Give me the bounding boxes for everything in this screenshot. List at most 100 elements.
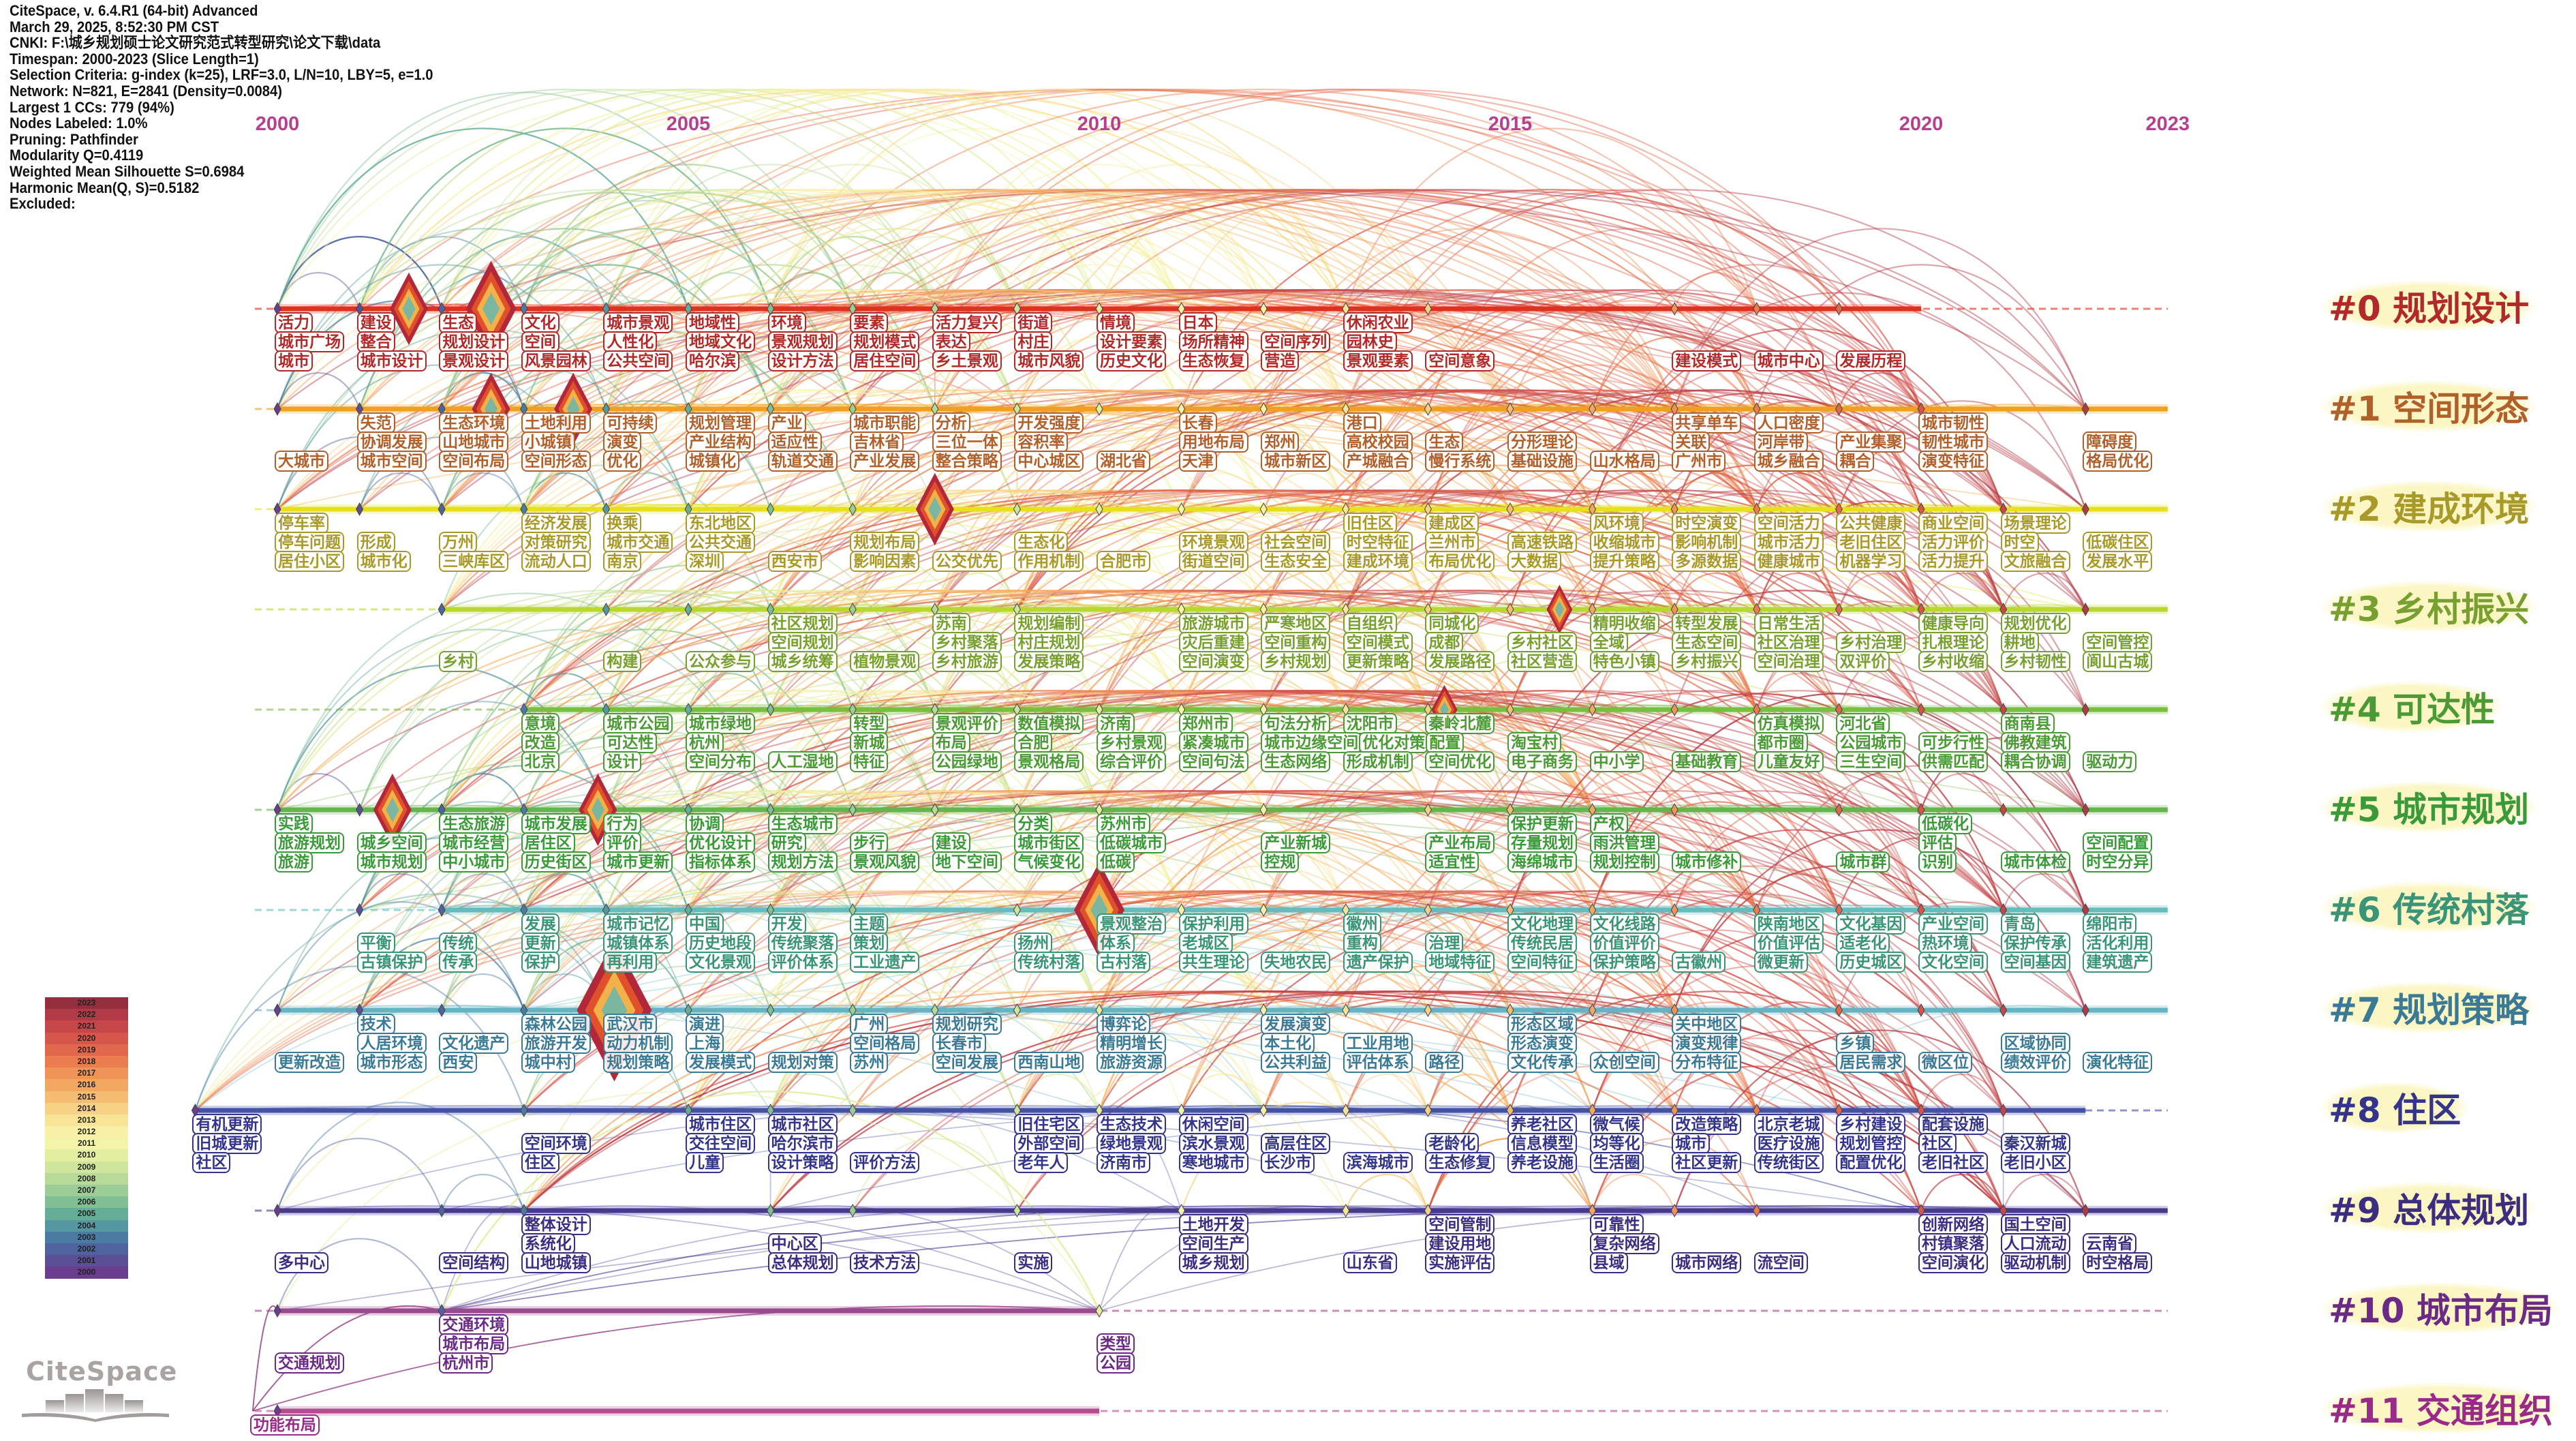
keyword-label[interactable]: 技术 bbox=[356, 1014, 395, 1035]
keyword-label[interactable]: 空间 bbox=[521, 331, 559, 352]
keyword-label[interactable]: 老旧住区 bbox=[1836, 532, 1906, 553]
keyword-label[interactable]: 人居环境 bbox=[356, 1033, 427, 1054]
keyword-label[interactable]: 失地农民 bbox=[1261, 952, 1331, 973]
keyword-label[interactable]: 微更新 bbox=[1753, 952, 1808, 973]
keyword-label[interactable]: 公共健康 bbox=[1836, 513, 1906, 534]
keyword-label[interactable]: 空间演变 bbox=[1178, 651, 1248, 672]
keyword-label[interactable]: 建筑遗产 bbox=[2083, 952, 2153, 973]
keyword-label[interactable]: 双评价 bbox=[1836, 651, 1890, 672]
keyword-label[interactable]: 耦合 bbox=[1836, 451, 1875, 472]
keyword-label[interactable]: 交往空间 bbox=[686, 1133, 755, 1154]
keyword-label[interactable]: 演变特征 bbox=[1918, 451, 1988, 472]
keyword-label[interactable]: 协调发展 bbox=[356, 431, 427, 453]
keyword-label[interactable]: 古镇保护 bbox=[356, 952, 427, 973]
keyword-label[interactable]: 城市绿地 bbox=[686, 713, 755, 734]
keyword-label[interactable]: 空间管控 bbox=[2083, 632, 2153, 653]
keyword-label[interactable]: 保护策略 bbox=[1589, 952, 1659, 973]
keyword-label[interactable]: 灾后重建 bbox=[1178, 632, 1248, 653]
keyword-label[interactable]: 意境 bbox=[521, 713, 559, 734]
keyword-label[interactable]: 生活圈 bbox=[1589, 1152, 1644, 1173]
keyword-label[interactable]: 日本 bbox=[1178, 312, 1217, 333]
keyword-label[interactable]: 扬州 bbox=[1014, 932, 1053, 954]
keyword-label[interactable]: 保护传承 bbox=[2000, 932, 2070, 954]
keyword-label[interactable]: 城乡空间 bbox=[356, 832, 427, 853]
keyword-label[interactable]: 形态演变 bbox=[1507, 1033, 1577, 1054]
cluster-name-label[interactable]: #1 空间形态 bbox=[2320, 380, 2538, 432]
keyword-label[interactable]: 用地布局 bbox=[1178, 431, 1248, 453]
keyword-label[interactable]: 发展演变 bbox=[1261, 1014, 1331, 1035]
keyword-label[interactable]: 地域特征 bbox=[1425, 952, 1495, 973]
keyword-label[interactable]: 紧凑城市 bbox=[1178, 732, 1248, 753]
keyword-label[interactable]: 要素 bbox=[850, 312, 889, 333]
keyword-label[interactable]: 历史地段 bbox=[686, 932, 755, 954]
keyword-label[interactable]: 中小城市 bbox=[439, 851, 509, 873]
keyword-label[interactable]: 类型 bbox=[1097, 1333, 1135, 1354]
keyword-label[interactable]: 韧性城市 bbox=[1918, 431, 1988, 453]
keyword-label[interactable]: 山地城市 bbox=[439, 431, 509, 453]
keyword-label[interactable]: 协调 bbox=[686, 813, 724, 834]
keyword-label[interactable]: 时空特征 bbox=[1343, 532, 1413, 553]
keyword-label[interactable]: 演化特征 bbox=[2083, 1052, 2153, 1073]
keyword-label[interactable]: 长沙市 bbox=[1261, 1152, 1315, 1173]
keyword-label[interactable]: 街道空间 bbox=[1178, 551, 1248, 572]
keyword-label[interactable]: 热环境 bbox=[1918, 932, 1972, 954]
keyword-label[interactable]: 兰州市 bbox=[1425, 532, 1479, 553]
keyword-label[interactable]: 社区 bbox=[1918, 1133, 1957, 1154]
keyword-label[interactable]: 共生理论 bbox=[1178, 952, 1248, 973]
keyword-label[interactable]: 文化线路 bbox=[1589, 913, 1659, 935]
keyword-label[interactable]: 全域 bbox=[1589, 632, 1628, 653]
keyword-label[interactable]: 城市记忆 bbox=[603, 913, 673, 935]
keyword-label[interactable]: 自组织 bbox=[1343, 613, 1397, 634]
keyword-label[interactable]: 对策研究 bbox=[521, 532, 591, 553]
keyword-label[interactable]: 产权 bbox=[1589, 813, 1628, 834]
keyword-label[interactable]: 存量规划 bbox=[1507, 832, 1577, 853]
keyword-label[interactable]: 优化设计 bbox=[686, 832, 755, 853]
keyword-label[interactable]: 城市社区 bbox=[767, 1114, 838, 1135]
keyword-label[interactable]: 众创空间 bbox=[1589, 1052, 1659, 1073]
keyword-label[interactable]: 哈尔滨 bbox=[686, 350, 739, 371]
keyword-label[interactable]: 西安市 bbox=[767, 551, 822, 572]
keyword-label[interactable]: 分类 bbox=[1014, 813, 1053, 834]
keyword-label[interactable]: 都市圈 bbox=[1753, 732, 1808, 753]
keyword-label[interactable]: 城市发展 bbox=[521, 813, 591, 834]
keyword-label[interactable]: 东北地区 bbox=[686, 513, 755, 534]
keyword-label[interactable]: 整体设计 bbox=[521, 1214, 591, 1235]
keyword-label[interactable]: 影响机制 bbox=[1672, 532, 1742, 553]
keyword-label[interactable]: 设计方法 bbox=[767, 350, 838, 371]
keyword-label[interactable]: 老年人 bbox=[1014, 1152, 1069, 1173]
keyword-label[interactable]: 城市化 bbox=[356, 551, 411, 572]
keyword-label[interactable]: 乡村聚落 bbox=[932, 632, 1002, 653]
keyword-label[interactable]: 交通规划 bbox=[275, 1352, 344, 1374]
keyword-label[interactable]: 乡村旅游 bbox=[932, 651, 1002, 672]
keyword-label[interactable]: 国土空间 bbox=[2000, 1214, 2070, 1235]
keyword-label[interactable]: 居住区 bbox=[521, 832, 575, 853]
keyword-label[interactable]: 设计 bbox=[603, 751, 642, 772]
keyword-label[interactable]: 乡镇 bbox=[1836, 1033, 1875, 1054]
keyword-label[interactable]: 控规 bbox=[1261, 851, 1300, 873]
keyword-label[interactable]: 时空演变 bbox=[1672, 513, 1742, 534]
keyword-label[interactable]: 配套设施 bbox=[1918, 1114, 1988, 1135]
keyword-label[interactable]: 村庄 bbox=[1014, 331, 1053, 352]
keyword-label[interactable]: 活力提升 bbox=[1918, 551, 1988, 572]
keyword-label[interactable]: 乡村 bbox=[439, 651, 478, 672]
cluster-name-label[interactable]: #7 规划策略 bbox=[2320, 982, 2538, 1033]
keyword-label[interactable]: 保护 bbox=[521, 952, 559, 973]
keyword-label[interactable]: 演变 bbox=[603, 431, 642, 453]
keyword-label[interactable]: 北京 bbox=[521, 751, 559, 772]
keyword-label[interactable]: 街道 bbox=[1014, 312, 1053, 333]
keyword-label[interactable]: 郑州市 bbox=[1178, 713, 1233, 734]
keyword-label[interactable]: 适老化 bbox=[1836, 932, 1890, 954]
keyword-label[interactable]: 作用机制 bbox=[1014, 551, 1084, 572]
keyword-label[interactable]: 文化地理 bbox=[1507, 913, 1577, 935]
keyword-label[interactable]: 设计策略 bbox=[767, 1152, 838, 1173]
keyword-label[interactable]: 日常生活 bbox=[1753, 613, 1824, 634]
keyword-label[interactable]: 天津 bbox=[1178, 451, 1217, 472]
keyword-label[interactable]: 机器学习 bbox=[1836, 551, 1906, 572]
keyword-label[interactable]: 森林公园 bbox=[521, 1014, 591, 1035]
keyword-label[interactable]: 公园绿地 bbox=[932, 751, 1002, 772]
keyword-label[interactable]: 动力机制 bbox=[603, 1033, 673, 1054]
keyword-label[interactable]: 基础教育 bbox=[1672, 751, 1742, 772]
keyword-label[interactable]: 乡村收缩 bbox=[1918, 651, 1988, 672]
keyword-label[interactable]: 转型发展 bbox=[1672, 613, 1742, 634]
keyword-label[interactable]: 城市街区 bbox=[1014, 832, 1084, 853]
